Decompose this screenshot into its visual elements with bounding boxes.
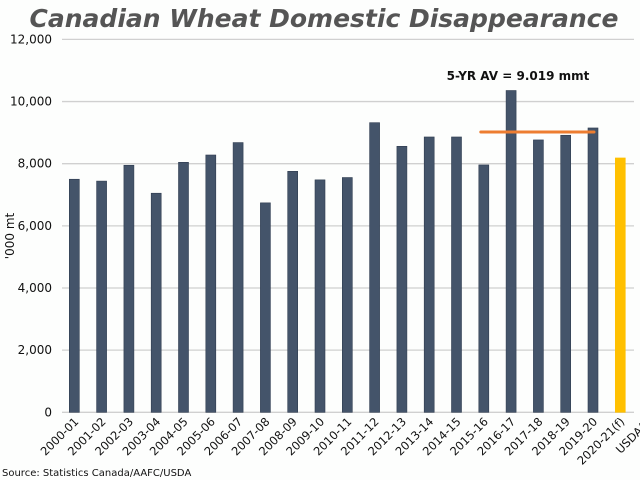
bar-2013-14 <box>423 136 435 413</box>
bar-2004-05 <box>178 162 189 413</box>
average-annotation: 5-YR AV = 9.019 mmt <box>447 69 590 83</box>
bar-2016-17 <box>505 90 517 413</box>
chart-title: Canadian Wheat Domestic Disappearance <box>30 4 619 33</box>
bar-2019-20 <box>587 127 599 413</box>
y-axis-ticks: 0 2,000 4,000 6,000 8,000 10,000 12,000 <box>10 32 52 419</box>
bars <box>69 90 626 413</box>
y-tick-label: 10,000 <box>10 95 52 109</box>
bar-2006-07 <box>232 142 244 413</box>
x-axis-labels: 2000-012001-022002-032003-042004-052005-… <box>38 415 640 468</box>
y-tick-label: 8,000 <box>18 157 52 171</box>
bar-2005-06 <box>205 154 217 413</box>
bar-2015-16 <box>478 164 490 413</box>
bar-2017-18 <box>533 139 544 413</box>
bar-2020-21(f) <box>614 157 626 413</box>
y-tick-label: 2,000 <box>18 343 52 357</box>
source-note: Source: Statistics Canada/AAFC/USDA <box>2 468 191 479</box>
bar-2008-09 <box>287 171 299 413</box>
bar-2014-15 <box>451 136 462 413</box>
bar-2011-12 <box>369 122 380 413</box>
bar-2003-04 <box>150 192 162 413</box>
y-tick-label: 6,000 <box>18 219 52 233</box>
y-axis-label: '000 mt <box>3 213 17 260</box>
bar-2000-01 <box>69 178 80 413</box>
y-tick-label: 0 <box>44 405 52 419</box>
bar-2007-08 <box>260 202 271 413</box>
bar-2001-02 <box>96 180 107 413</box>
y-tick-label: 12,000 <box>10 32 52 46</box>
bar-2002-03 <box>123 164 135 413</box>
bar-2018-19 <box>560 134 572 413</box>
bar-2010-11 <box>341 177 353 413</box>
bar-2012-13 <box>396 145 408 413</box>
y-tick-label: 4,000 <box>18 281 52 295</box>
bar-2009-10 <box>314 179 326 413</box>
